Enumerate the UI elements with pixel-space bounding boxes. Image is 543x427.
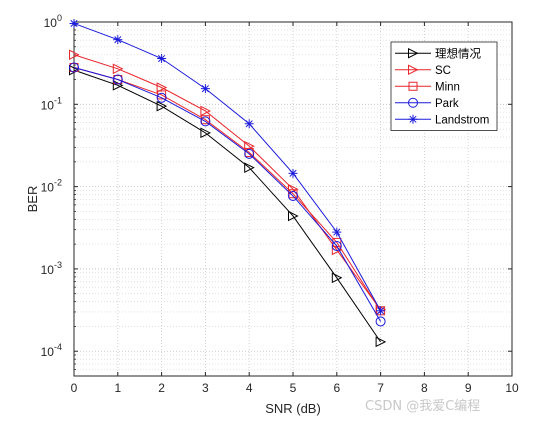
data-point xyxy=(331,244,343,256)
asterisk-stroke xyxy=(70,19,78,28)
legend-item: Minn xyxy=(395,81,460,93)
x-tick-label: 5 xyxy=(290,381,297,395)
series-layer xyxy=(69,18,387,348)
data-point xyxy=(244,119,254,129)
legend-item: Park xyxy=(395,97,459,110)
data-point xyxy=(69,49,80,61)
series-line xyxy=(73,22,382,312)
data-point xyxy=(156,82,168,93)
x-tick-label: 1 xyxy=(114,381,121,395)
x-tick-label: 4 xyxy=(246,381,253,395)
data-point xyxy=(376,306,386,316)
asterisk-stroke xyxy=(377,307,385,315)
asterisk-stroke xyxy=(201,85,209,93)
legend-label: SC xyxy=(435,65,451,77)
data-point xyxy=(112,74,123,85)
legend-label: 理想情况 xyxy=(435,46,481,60)
data-point xyxy=(288,190,298,201)
x-tick-label: 3 xyxy=(202,381,209,395)
asterisk-stroke xyxy=(289,169,297,177)
y-tick-label: 10-1 xyxy=(41,95,62,112)
data-point xyxy=(244,162,255,173)
data-point xyxy=(375,316,386,327)
legend-label: Minn xyxy=(435,81,460,93)
data-point xyxy=(156,92,167,103)
x-tick-label: 7 xyxy=(377,381,384,395)
series-line xyxy=(73,69,382,343)
data-point xyxy=(69,62,79,73)
data-point xyxy=(375,336,387,348)
legend-label: Landstrom xyxy=(435,114,489,126)
data-point xyxy=(244,148,255,159)
data-point xyxy=(113,35,123,45)
y-tick-label: 10-3 xyxy=(41,260,62,277)
data-point xyxy=(331,240,342,251)
legend-marker xyxy=(408,81,418,91)
data-point xyxy=(157,54,167,64)
legend-label: Park xyxy=(435,98,459,110)
legend-item: 理想情况 xyxy=(395,46,481,60)
legend-item: Landstrom xyxy=(395,114,489,126)
legend-marker xyxy=(408,64,419,76)
asterisk-stroke xyxy=(245,120,253,128)
asterisk-stroke xyxy=(409,115,417,123)
x-tick-label: 6 xyxy=(333,381,340,395)
data-point xyxy=(112,63,124,75)
x-tick-label: 0 xyxy=(71,381,78,395)
asterisk-stroke xyxy=(158,54,166,63)
data-point xyxy=(200,116,211,127)
data-point xyxy=(200,84,210,94)
series-4 xyxy=(69,18,386,316)
asterisk-stroke xyxy=(333,228,341,236)
x-tick-label: 9 xyxy=(465,381,472,395)
data-point xyxy=(156,100,168,112)
data-point xyxy=(200,127,212,139)
y-tick-label: 100 xyxy=(44,13,62,30)
grid xyxy=(74,22,512,376)
legend-marker xyxy=(408,114,418,124)
data-point xyxy=(288,210,299,222)
legend: 理想情况 SC Minn Park Landstrom xyxy=(390,41,498,131)
series-line xyxy=(73,67,382,322)
data-point xyxy=(332,227,342,237)
data-point xyxy=(331,272,343,284)
x-tick-label: 10 xyxy=(505,381,519,395)
legend-marker xyxy=(408,47,419,59)
data-point xyxy=(200,105,212,117)
asterisk-stroke xyxy=(114,36,122,44)
watermark: CSDN @我爱C编程 xyxy=(365,399,481,414)
x-tick-label: 2 xyxy=(158,381,165,395)
series-3 xyxy=(69,62,386,327)
legend-item: SC xyxy=(395,64,451,77)
x-axis-label: SNR (dB) xyxy=(265,401,321,416)
y-tick-label: 10-4 xyxy=(41,342,62,359)
x-tick-label: 8 xyxy=(421,381,428,395)
y-tick-label: 10-2 xyxy=(41,178,62,195)
legend-marker xyxy=(408,97,418,108)
series-line xyxy=(73,54,382,310)
data-point xyxy=(69,18,79,28)
data-point xyxy=(288,168,298,178)
y-axis-label: BER xyxy=(25,186,40,213)
